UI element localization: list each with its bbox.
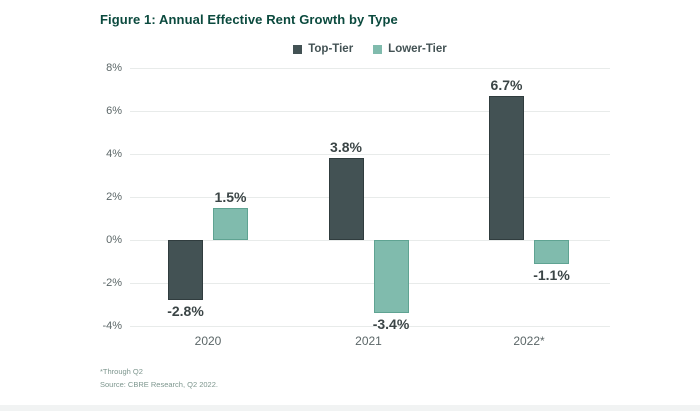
gridline-8 [130,68,610,69]
legend-label: Top-Tier [308,43,354,55]
bar-top-tier-2020 [168,240,203,301]
legend-swatch-icon [293,44,303,54]
gridline-6 [130,111,610,112]
legend-label: Lower-Tier [388,43,447,55]
bar-top-tier-2022 [489,95,524,240]
x-axis-category-label: 2020 [194,334,222,348]
y-axis-tick-label: -2% [102,277,122,289]
figure-footnotes: *Through Q2 Source: CBRE Research, Q2 20… [100,365,218,391]
bottom-border-strip [0,405,700,411]
value-label-top-tier-2022: 6.7% [490,76,523,93]
bar-lower-tier-2020 [213,207,248,240]
y-axis-tick-label: 4% [106,148,122,160]
y-axis-tick-label: 0% [106,234,122,246]
gridline-4 [130,154,610,155]
x-axis-category-label: 2021 [355,334,382,348]
figure-title: Figure 1: Annual Effective Rent Growth b… [100,12,398,27]
value-label-top-tier-2020: -2.8% [167,303,204,320]
bar-lower-tier-2022 [534,240,569,264]
value-label-lower-tier-2020: 1.5% [214,188,247,205]
legend-item-lower-tier: Lower-Tier [373,43,447,55]
value-label-lower-tier-2021: -3.4% [372,316,410,333]
legend-swatch-icon [373,44,383,54]
gridline--2 [130,283,610,284]
footnote-through-q2: *Through Q2 [100,367,143,376]
footnote-source: Source: CBRE Research, Q2 2022. [100,380,218,389]
y-axis-tick-label: 6% [106,105,122,117]
bar-lower-tier-2021 [373,240,409,314]
value-label-top-tier-2021: 3.8% [330,139,362,156]
bar-top-tier-2021 [328,158,364,240]
gridline-0 [130,240,610,241]
chart-legend: Top-Tier Lower-Tier [130,40,610,58]
y-axis-tick-label: 8% [106,62,122,74]
value-label-lower-tier-2022: -1.1% [533,266,570,283]
legend-item-top-tier: Top-Tier [293,43,353,55]
gridline-2 [130,197,610,198]
gridline--4 [130,326,610,327]
y-axis-tick-label: 2% [106,191,122,203]
x-axis-category-label: 2022* [513,334,545,348]
y-axis-tick-label: -4% [102,320,122,332]
